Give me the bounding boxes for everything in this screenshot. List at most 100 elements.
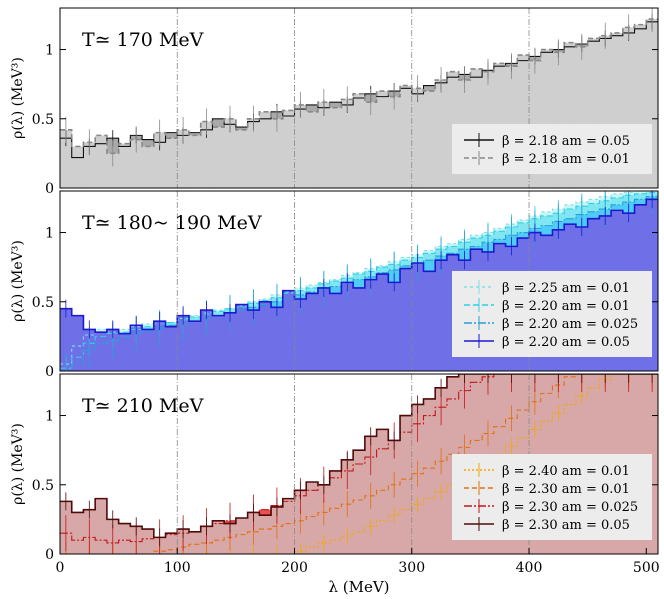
- histogram-bar: [142, 329, 155, 371]
- histogram-bar: [423, 91, 436, 188]
- histogram-bar: [341, 99, 354, 188]
- legend-item: β = 2.30 am = 0.05: [464, 517, 630, 533]
- histogram-bar: [400, 268, 413, 371]
- legend-label: β = 2.20 am = 0.025: [502, 317, 638, 332]
- histogram-bar: [353, 450, 366, 554]
- legend-label: β = 2.18 am = 0.01: [502, 152, 630, 167]
- histogram-bar: [188, 531, 202, 554]
- histogram-bar: [376, 429, 389, 554]
- panel-title: T≃ 170 MeV: [82, 29, 204, 51]
- histogram-bar: [259, 111, 272, 188]
- panel-frame: [59, 190, 659, 372]
- series-outline: [60, 191, 658, 369]
- histogram-bar: [212, 315, 225, 371]
- y-axis-label: ρ(λ) (MeV³): [10, 423, 26, 505]
- error-bars: [65, 8, 653, 167]
- histogram-bar: [435, 80, 448, 188]
- panel-title: T≃ 180~ 190 MeV: [82, 212, 262, 234]
- y-tick-label: 0: [45, 364, 54, 380]
- histogram-bar: [95, 498, 108, 554]
- legend-label: β = 2.20 am = 0.05: [502, 335, 630, 350]
- histogram-bar: [435, 260, 448, 371]
- y-tick-label: 1: [45, 409, 54, 425]
- histogram-bar: [259, 301, 272, 371]
- histogram-bar: [71, 146, 84, 188]
- histogram-bar: [329, 470, 342, 554]
- x-tick-label: 0: [56, 560, 65, 576]
- histogram-bar: [411, 263, 424, 371]
- histogram-bar: [423, 398, 436, 554]
- x-tick-label: 400: [516, 560, 543, 576]
- y-tick-label: 1: [45, 226, 54, 242]
- histogram-bar: [259, 515, 272, 554]
- legend-item: β = 2.18 am = 0.01: [464, 151, 630, 167]
- y-ticks: 00.51: [32, 226, 658, 380]
- x-tick-label: 300: [398, 560, 425, 576]
- histogram-bar: [60, 129, 73, 188]
- histogram-bar: [317, 102, 331, 188]
- legend-label: β = 2.20 am = 0.01: [502, 299, 630, 314]
- histogram-bar: [306, 293, 319, 371]
- y-tick-label: 0.5: [32, 478, 54, 494]
- histogram-bar: [247, 310, 260, 371]
- legend-label: β = 2.40 am = 0.01: [502, 464, 630, 479]
- error-bars: [65, 191, 653, 339]
- legend-label: β = 2.18 am = 0.05: [502, 134, 630, 149]
- histogram-bar: [235, 304, 249, 371]
- histogram-bar: [235, 129, 249, 188]
- error-bars: [65, 374, 653, 547]
- series-outline: [60, 374, 658, 544]
- legend-item: β = 2.20 am = 0.01: [464, 298, 630, 314]
- x-tick-label: 200: [281, 560, 308, 576]
- histogram-bar: [165, 533, 178, 554]
- histogram-bar: [388, 282, 401, 371]
- histogram-bar: [400, 415, 413, 554]
- histogram-bar: [294, 299, 307, 371]
- panel-frame: [59, 373, 659, 555]
- legend-item: β = 2.25 am = 0.01: [464, 280, 630, 296]
- y-tick-label: 0.5: [32, 295, 54, 311]
- histogram-bar: [388, 96, 401, 188]
- series-outline: [60, 374, 658, 554]
- histogram-bar: [353, 93, 366, 188]
- histogram-bar: [95, 332, 108, 371]
- series-4: [60, 199, 658, 371]
- legend-box: [452, 124, 652, 174]
- histogram-bar: [188, 135, 202, 188]
- y-tick-label: 0: [45, 181, 54, 197]
- histogram-bar: [247, 118, 260, 188]
- histogram-bar: [282, 110, 296, 188]
- histogram-bar: [282, 290, 296, 371]
- panel-title: T≃ 210 MeV: [82, 395, 204, 417]
- histogram-bar: [165, 138, 178, 188]
- legend-item: β = 2.20 am = 0.05: [464, 334, 630, 350]
- histogram-bar: [329, 293, 342, 371]
- histogram-bar: [118, 523, 131, 554]
- legend-label: β = 2.30 am = 0.01: [502, 482, 630, 497]
- histogram-bar: [142, 529, 155, 554]
- x-gridlines: [176, 8, 530, 188]
- histogram-bar: [153, 132, 167, 188]
- histogram-bar: [60, 308, 73, 371]
- series-outline: [60, 21, 658, 159]
- histogram-bar: [165, 326, 178, 371]
- histogram-bar: [95, 135, 108, 188]
- y-tick-label: 1: [45, 43, 54, 59]
- legend: β = 2.25 am = 0.01 β = 2.20 am = 0.01 β = …: [452, 271, 652, 357]
- histogram-bar: [411, 88, 424, 188]
- histogram-bar: [142, 146, 155, 188]
- panel-frame: [59, 7, 659, 189]
- histogram-bar: [646, 19, 658, 188]
- series-outline: [60, 198, 658, 335]
- histogram-bar: [212, 127, 225, 188]
- series-outline: [60, 195, 658, 371]
- legend-box: [452, 271, 652, 357]
- y-ticks: 00.51: [32, 43, 658, 197]
- legend-label: β = 2.30 am = 0.05: [502, 518, 630, 533]
- histogram-bar: [118, 143, 131, 188]
- histogram-bar: [235, 518, 249, 554]
- histogram-bar: [200, 121, 213, 188]
